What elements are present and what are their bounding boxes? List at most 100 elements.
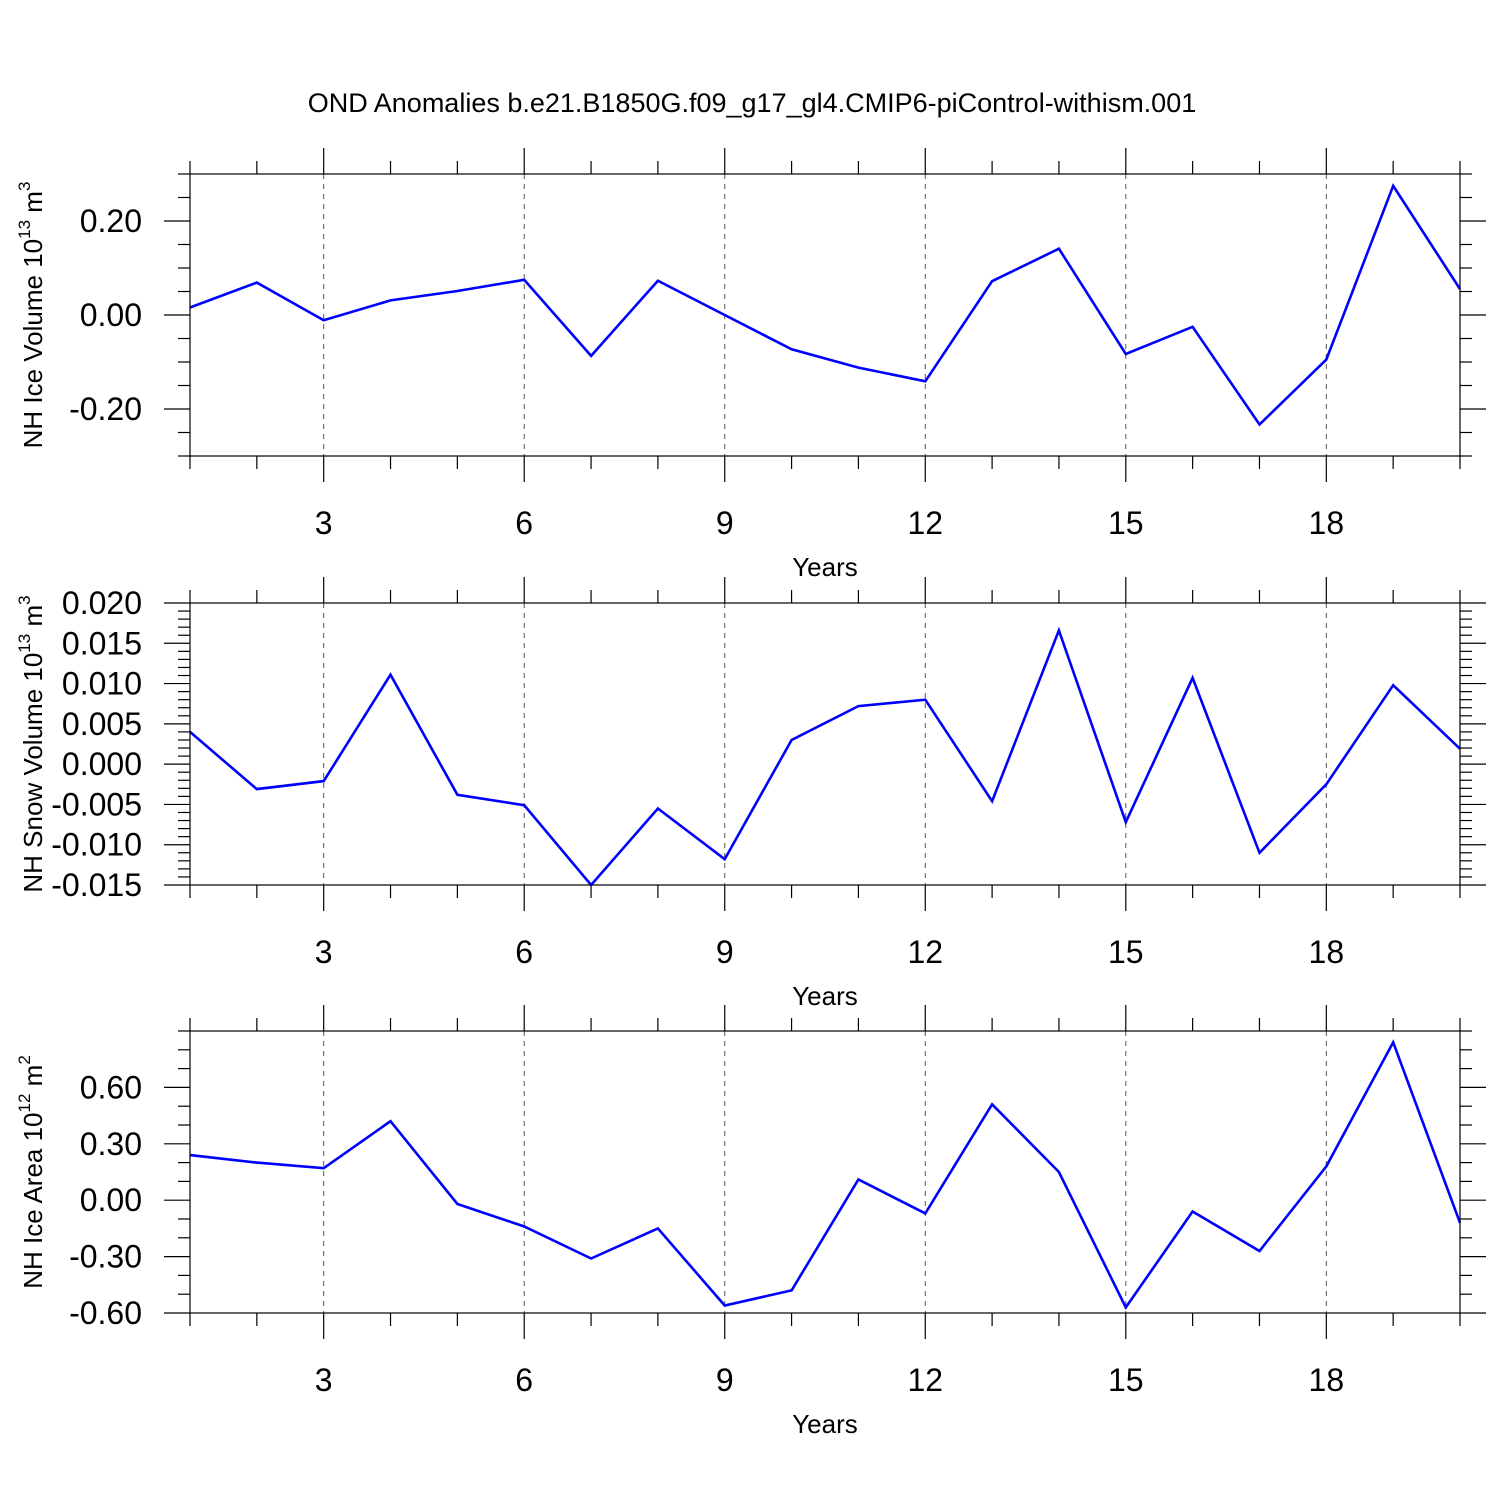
- x-tick-label: 3: [315, 505, 333, 541]
- x-tick-label: 9: [716, 1362, 734, 1398]
- plot-frame: [189, 173, 1461, 457]
- data-point: [790, 738, 794, 742]
- x-tick-label: 9: [716, 934, 734, 970]
- y-tick-label: 0.000: [62, 746, 142, 782]
- chart-title: OND Anomalies b.e21.B1850G.f09_g17_gl4.C…: [308, 88, 1196, 118]
- y-tick-label: -0.010: [51, 827, 142, 863]
- data-point: [389, 673, 393, 677]
- y-tick-label: -0.60: [69, 1295, 142, 1331]
- data-point: [322, 1166, 326, 1170]
- y-tick-label: 0.60: [80, 1069, 142, 1105]
- data-point: [1324, 358, 1328, 362]
- y-tick-label: -0.30: [69, 1239, 142, 1275]
- y-tick-label: -0.20: [69, 391, 142, 427]
- data-point: [455, 793, 459, 797]
- data-point: [990, 279, 994, 283]
- data-point: [923, 698, 927, 702]
- x-tick-label: 9: [716, 505, 734, 541]
- data-point: [1191, 325, 1195, 329]
- series-line: [189, 182, 1462, 427]
- data-point: [656, 806, 660, 810]
- data-point: [322, 318, 326, 322]
- data-point: [1391, 683, 1395, 687]
- y-tick-label: 0.00: [80, 1182, 142, 1218]
- x-tick-label: 15: [1108, 505, 1144, 541]
- x-tick-label: 15: [1108, 934, 1144, 970]
- data-point: [1391, 184, 1395, 188]
- x-axis-label: Years: [792, 981, 858, 1011]
- y-axis-label: NH Ice Area 1012 m2: [15, 1055, 48, 1289]
- data-point: [1257, 423, 1261, 427]
- data-point: [255, 1161, 259, 1165]
- x-tick-label: 12: [907, 505, 943, 541]
- x-axis-label: Years: [792, 1409, 858, 1439]
- y-tick-label: 0.00: [80, 297, 142, 333]
- data-point: [1257, 1249, 1261, 1253]
- data-point: [255, 787, 259, 791]
- y-tick-label: 0.010: [62, 666, 142, 702]
- data-point: [389, 1119, 393, 1123]
- panel-1: -0.20 0.00 0.20 3 6 9 12 15 18 Years NH Ice Volume…: [15, 148, 1486, 582]
- series-line: [189, 1039, 1462, 1310]
- data-point: [790, 347, 794, 351]
- data-point: [856, 366, 860, 370]
- panel-3: -0.60 -0.30 0.00 0.30 0.60 3 6 9 12 15 18 Years NH I…: [15, 1005, 1486, 1439]
- data-point: [723, 857, 727, 861]
- data-point: [1257, 851, 1261, 855]
- data-point: [1324, 1164, 1328, 1168]
- data-point: [990, 1102, 994, 1106]
- y-tick-label: -0.005: [51, 786, 142, 822]
- y-tick-label: 0.20: [80, 203, 142, 239]
- data-point: [1124, 820, 1128, 824]
- data-point: [255, 281, 259, 285]
- series-line: [189, 626, 1461, 887]
- x-tick-label: 12: [907, 1362, 943, 1398]
- data-point: [1191, 1209, 1195, 1213]
- x-tick-label: 18: [1309, 505, 1345, 541]
- data-point: [656, 1226, 660, 1230]
- panels: -0.20 0.00 0.20 3 6 9 12 15 18 Years NH Ice Volume…: [15, 148, 1486, 1439]
- data-point: [723, 313, 727, 317]
- data-point: [923, 379, 927, 383]
- data-point: [1124, 352, 1128, 356]
- data-point: [656, 279, 660, 283]
- x-tick-label: 6: [515, 934, 533, 970]
- data-point: [455, 289, 459, 293]
- x-tick-label: 18: [1309, 934, 1345, 970]
- data-point: [589, 1256, 593, 1260]
- data-point: [1057, 1170, 1061, 1174]
- y-axis-label: NH Snow Volume 1013 m3: [15, 595, 48, 892]
- x-tick-label: 15: [1108, 1362, 1144, 1398]
- data-point: [1057, 628, 1061, 632]
- y-tick-label: 0.30: [80, 1126, 142, 1162]
- data-point: [522, 803, 526, 807]
- data-point: [322, 779, 326, 783]
- y-axis-label: NH Ice Volume 1013 m3: [15, 182, 48, 449]
- data-point: [790, 1288, 794, 1292]
- data-point: [1057, 247, 1061, 251]
- plot-frame: [189, 1030, 1461, 1314]
- x-tick-label: 6: [515, 1362, 533, 1398]
- data-point: [389, 298, 393, 302]
- x-tick-label: 3: [315, 1362, 333, 1398]
- x-tick-label: 6: [515, 505, 533, 541]
- data-point: [522, 1225, 526, 1229]
- data-point: [923, 1211, 927, 1215]
- data-point: [1124, 1305, 1128, 1309]
- data-point: [1324, 782, 1328, 786]
- data-point: [856, 704, 860, 708]
- y-tick-label: 0.015: [62, 625, 142, 661]
- x-tick-label: 3: [315, 934, 333, 970]
- y-tick-label: -0.015: [51, 867, 142, 903]
- y-tick-label: 0.020: [62, 585, 142, 621]
- plot-frame: [189, 602, 1461, 886]
- x-tick-label: 18: [1309, 1362, 1345, 1398]
- data-point: [589, 354, 593, 358]
- data-point: [723, 1303, 727, 1307]
- y-tick-label: 0.005: [62, 706, 142, 742]
- data-point: [1391, 1040, 1395, 1044]
- x-axis-label: Years: [792, 552, 858, 582]
- data-point: [856, 1178, 860, 1182]
- data-point: [455, 1202, 459, 1206]
